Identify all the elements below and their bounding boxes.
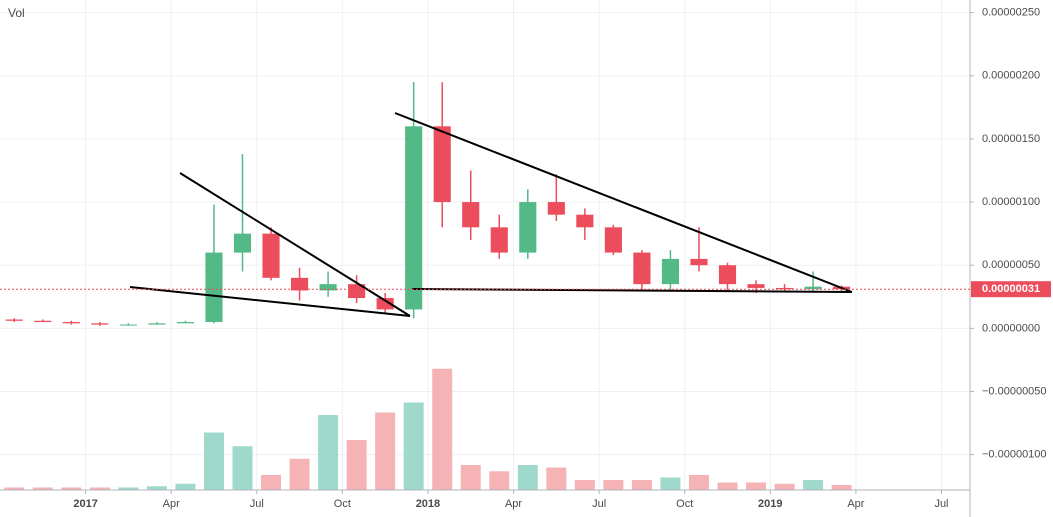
candles (5, 82, 851, 326)
volume-bar (118, 487, 139, 490)
volume-bar (803, 480, 824, 490)
volume-bar (603, 480, 624, 490)
candle-body (490, 227, 508, 253)
candle-body (604, 227, 622, 253)
x-tick-label: Apr (163, 498, 180, 510)
candle-body (205, 252, 223, 323)
volume-bar (4, 487, 25, 490)
candle-body (62, 322, 80, 324)
volume-bar (631, 480, 652, 490)
x-tick-label: 2017 (73, 498, 97, 510)
volume-bar (717, 482, 738, 490)
y-tick-label: 0.00000250 (982, 7, 1040, 19)
x-tick-label: Jul (592, 498, 606, 510)
volume-bar (688, 475, 709, 490)
volume-bar (146, 486, 167, 490)
x-tick-label: Oct (334, 498, 351, 510)
x-tick-label: Apr (847, 498, 864, 510)
x-tick-label: 2019 (758, 498, 782, 510)
candle-body (519, 202, 537, 253)
candle-body (576, 214, 594, 228)
last-price-label: 0.00000031 (982, 283, 1040, 295)
y-tick-label: 0.00000050 (982, 259, 1040, 271)
volume-bar (746, 482, 767, 490)
candle-body (91, 323, 109, 325)
volume-bar (774, 483, 795, 490)
candle-body (718, 265, 737, 285)
volume-bar (232, 446, 253, 490)
candle-body (176, 322, 194, 324)
x-tick-label: Apr (505, 498, 522, 510)
volume-bar (546, 467, 567, 490)
candle-body (148, 323, 166, 325)
volume-bar (346, 440, 367, 490)
candle-body (433, 126, 451, 203)
trend-line (179, 172, 411, 317)
volume-bar (489, 471, 510, 490)
x-tick-label: Oct (676, 498, 693, 510)
candle-body (633, 252, 651, 285)
x-tick-label: 2018 (416, 498, 440, 510)
candle-body (804, 286, 822, 290)
y-tick-label: 0.00000000 (982, 322, 1040, 334)
volume-bar (32, 487, 53, 490)
candle-body (119, 324, 137, 326)
volume-pane (4, 368, 852, 490)
candle-body (233, 233, 252, 253)
grid (0, 0, 970, 490)
volume-legend: Vol (8, 6, 25, 20)
volume-bar (261, 475, 282, 490)
volume-bar (318, 415, 339, 490)
candle-body (747, 284, 765, 288)
candle-body (462, 202, 480, 228)
volume-bar (660, 477, 681, 490)
volume-bar (831, 485, 852, 490)
candle-body (34, 320, 52, 323)
trend-line (129, 286, 411, 317)
volume-bar (517, 465, 538, 490)
candle-body (291, 277, 309, 291)
last-price-tag (971, 281, 1051, 298)
volume-bar (89, 487, 110, 490)
candle-body (776, 287, 794, 290)
y-tick-label: 0.00000150 (982, 133, 1040, 145)
y-tick-label: −0.00000100 (982, 449, 1047, 461)
volume-bar (203, 432, 224, 490)
candle-body (5, 319, 23, 321)
candle-body (405, 126, 423, 310)
volume-bar (61, 487, 82, 490)
y-tick-label: −0.00000050 (982, 385, 1047, 397)
volume-bar (432, 368, 453, 490)
volume-bar (175, 483, 196, 490)
candle-body (319, 284, 337, 291)
y-tick-label: 0.00000200 (982, 70, 1040, 82)
y-tick-label: 0.00000100 (982, 196, 1040, 208)
volume-bar (403, 402, 424, 490)
volume-bar (574, 480, 595, 490)
candle-body (262, 233, 280, 278)
volume-bar (460, 465, 481, 490)
x-tick-label: Jul (934, 498, 948, 510)
candle-body (690, 258, 708, 266)
volume-bar (375, 412, 396, 490)
trend-line (394, 112, 853, 293)
candle-body (348, 284, 366, 299)
volume-bar (289, 458, 310, 490)
candle-body (547, 202, 565, 215)
axes: −0.00000100 −0.00000050 0.00000000 0.000000… (73, 7, 1046, 510)
x-tick-label: Jul (250, 498, 264, 510)
candle-body (376, 298, 394, 310)
candle-body (661, 258, 679, 285)
